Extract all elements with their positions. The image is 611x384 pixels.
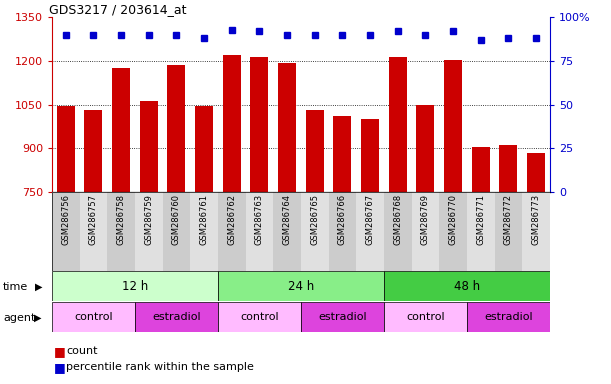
Bar (412, 192, 439, 271)
Bar (108, 192, 135, 271)
Text: GSM286767: GSM286767 (365, 194, 375, 245)
Bar (499, 146, 518, 192)
Bar (112, 68, 130, 192)
Bar (444, 60, 462, 192)
Text: GSM286762: GSM286762 (227, 194, 236, 245)
Bar (361, 119, 379, 192)
Text: estradiol: estradiol (318, 312, 367, 322)
Text: GSM286761: GSM286761 (200, 194, 208, 245)
Text: ▶: ▶ (35, 282, 43, 292)
Text: GSM286764: GSM286764 (282, 194, 291, 245)
Bar (467, 302, 550, 332)
Text: agent: agent (3, 313, 35, 323)
Bar (218, 192, 246, 271)
Text: 24 h: 24 h (288, 280, 314, 293)
Bar (135, 302, 218, 332)
Text: count: count (66, 346, 98, 356)
Text: estradiol: estradiol (484, 312, 533, 322)
Text: GSM286771: GSM286771 (476, 194, 485, 245)
Bar (527, 153, 545, 192)
Bar (223, 55, 241, 192)
Bar (494, 192, 522, 271)
Bar (306, 111, 324, 192)
Text: GSM286769: GSM286769 (421, 194, 430, 245)
Text: ■: ■ (54, 361, 65, 374)
Bar (190, 192, 218, 271)
Bar (52, 192, 79, 271)
Bar (384, 192, 412, 271)
Bar (135, 192, 163, 271)
Text: estradiol: estradiol (152, 312, 201, 322)
Text: control: control (240, 312, 279, 322)
Text: GSM286756: GSM286756 (61, 194, 70, 245)
Text: GSM286757: GSM286757 (89, 194, 98, 245)
Bar (79, 192, 108, 271)
Bar (301, 302, 384, 332)
Bar (218, 271, 384, 301)
Text: 48 h: 48 h (454, 280, 480, 293)
Bar (273, 192, 301, 271)
Text: GSM286773: GSM286773 (532, 194, 541, 245)
Text: control: control (406, 312, 445, 322)
Text: GSM286765: GSM286765 (310, 194, 320, 245)
Bar (522, 192, 550, 271)
Bar (195, 106, 213, 192)
Bar (301, 192, 329, 271)
Text: time: time (3, 282, 28, 292)
Text: GSM286758: GSM286758 (117, 194, 126, 245)
Text: GDS3217 / 203614_at: GDS3217 / 203614_at (49, 3, 187, 16)
Text: GSM286763: GSM286763 (255, 194, 264, 245)
Text: GSM286759: GSM286759 (144, 194, 153, 245)
Bar (84, 111, 103, 192)
Text: control: control (74, 312, 113, 322)
Text: 12 h: 12 h (122, 280, 148, 293)
Bar (329, 192, 356, 271)
Bar (417, 105, 434, 192)
Bar (246, 192, 273, 271)
Bar (163, 192, 190, 271)
Bar (439, 192, 467, 271)
Text: percentile rank within the sample: percentile rank within the sample (66, 362, 254, 372)
Text: GSM286766: GSM286766 (338, 194, 347, 245)
Bar (356, 192, 384, 271)
Text: GSM286770: GSM286770 (448, 194, 458, 245)
Text: GSM286772: GSM286772 (504, 194, 513, 245)
Text: GSM286768: GSM286768 (393, 194, 402, 245)
Bar (57, 106, 75, 192)
Bar (334, 116, 351, 192)
Text: ■: ■ (54, 345, 65, 358)
Bar (251, 56, 268, 192)
Bar (278, 63, 296, 192)
Bar (140, 101, 158, 192)
Bar (218, 302, 301, 332)
Text: GSM286760: GSM286760 (172, 194, 181, 245)
Bar (52, 302, 135, 332)
Bar (52, 271, 218, 301)
Bar (467, 192, 494, 271)
Bar (167, 65, 185, 192)
Bar (472, 147, 490, 192)
Bar (389, 58, 407, 192)
Bar (384, 271, 550, 301)
Text: ▶: ▶ (34, 313, 41, 323)
Bar (384, 302, 467, 332)
